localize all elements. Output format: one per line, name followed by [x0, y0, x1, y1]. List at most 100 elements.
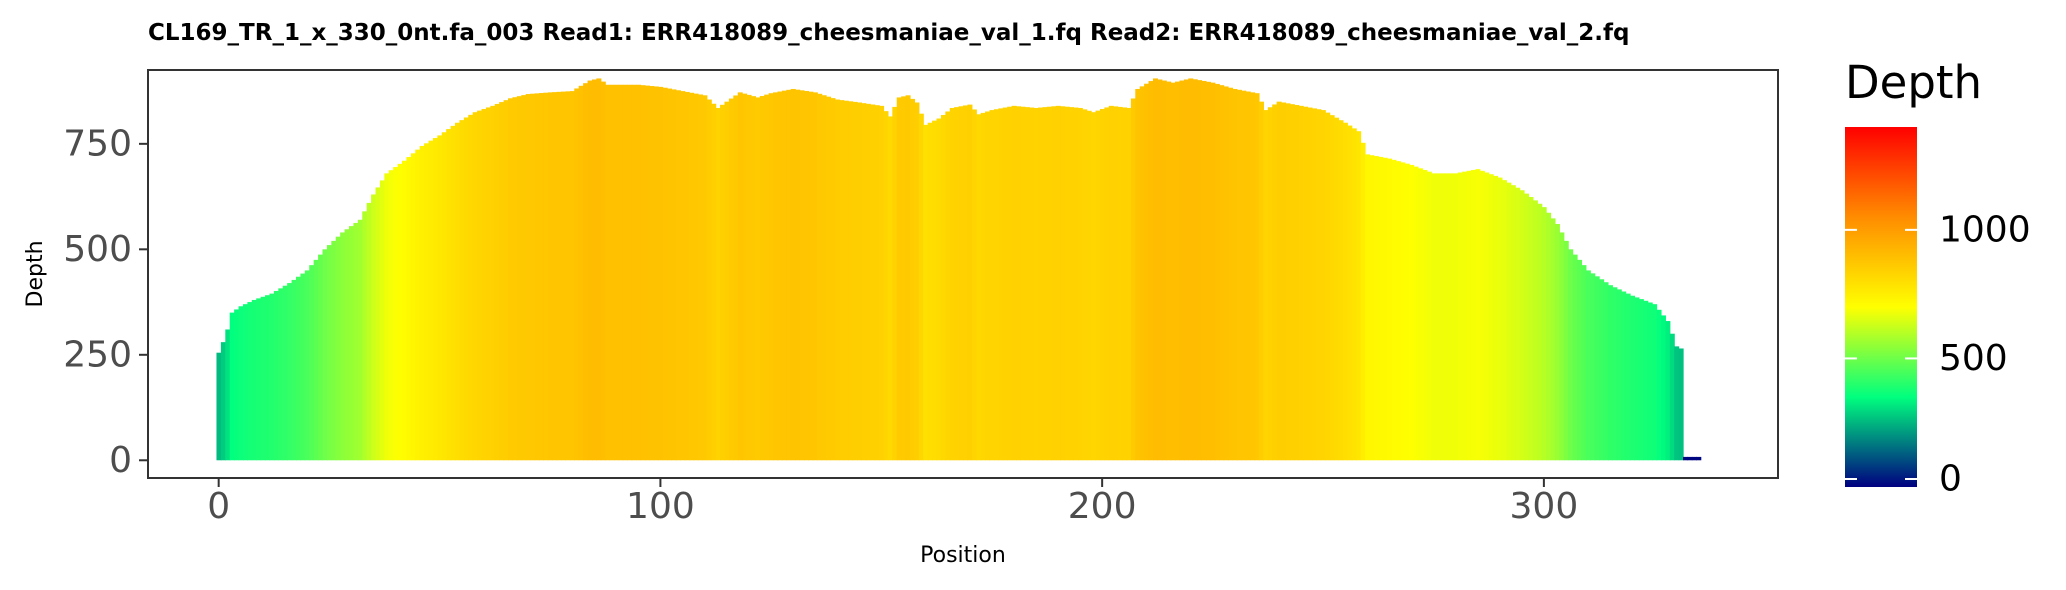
- depth-bar: [1104, 107, 1110, 461]
- depth-bar: [282, 285, 288, 461]
- depth-bar: [1466, 170, 1472, 461]
- depth-bar: [706, 99, 712, 461]
- depth-bar: [1501, 180, 1507, 461]
- depth-bar: [1497, 177, 1503, 461]
- depth-bar: [1170, 82, 1176, 461]
- depth-bar: [371, 194, 377, 461]
- depth-bar: [384, 173, 390, 461]
- depth-bar: [326, 245, 332, 461]
- depth-bar: [1391, 159, 1397, 461]
- depth-bar: [242, 304, 248, 461]
- depth-bar: [1069, 107, 1075, 461]
- depth-bars: [216, 78, 1702, 461]
- plot-frame: [147, 69, 1779, 479]
- depth-bar: [1457, 172, 1463, 461]
- depth-bar: [644, 85, 650, 461]
- depth-bar: [1241, 90, 1247, 461]
- depth-bar: [1470, 169, 1477, 461]
- depth-bar: [543, 92, 549, 461]
- depth-bar: [291, 279, 297, 461]
- depth-bar: [1029, 107, 1035, 461]
- depth-bar: [530, 93, 536, 461]
- depth-bar: [304, 270, 310, 461]
- depth-bar: [216, 352, 222, 461]
- depth-bar: [1219, 85, 1225, 461]
- depth-bar: [702, 95, 708, 461]
- depth-bar: [1577, 259, 1583, 461]
- depth-bar: [1400, 162, 1406, 461]
- depth-bar: [1546, 212, 1552, 461]
- depth-bar: [1625, 293, 1631, 461]
- depth-bar: [318, 254, 324, 461]
- depth-legend: Depth 0 500 1000: [1845, 56, 2031, 500]
- depth-bar: [874, 105, 880, 461]
- depth-bar: [684, 91, 690, 461]
- depth-bar: [278, 288, 284, 461]
- depth-bar: [1254, 93, 1260, 461]
- depth-bar: [340, 232, 346, 461]
- depth-bar: [936, 118, 942, 461]
- depth-bar: [1183, 79, 1189, 461]
- depth-bar: [728, 98, 734, 461]
- depth-bar: [1272, 104, 1278, 461]
- depth-bar: [715, 107, 721, 461]
- y-tick-label: 250: [63, 334, 132, 375]
- depth-bar: [927, 122, 933, 461]
- depth-bar: [1135, 88, 1141, 461]
- depth-bar: [1519, 190, 1525, 461]
- depth-bar: [1387, 158, 1393, 461]
- depth-bar: [821, 95, 827, 461]
- depth-bar: [764, 94, 770, 461]
- depth-bar: [790, 88, 796, 461]
- depth-bar: [1024, 107, 1030, 461]
- depth-bar: [649, 86, 655, 461]
- depth-bar: [1095, 110, 1101, 461]
- depth-bar: [1510, 185, 1516, 461]
- depth-bar: [1612, 287, 1618, 461]
- chart-title: CL169_TR_1_x_330_0nt.fa_003 Read1: ERR41…: [148, 20, 1630, 46]
- depth-bar: [1258, 101, 1264, 461]
- depth-bar: [1055, 105, 1061, 461]
- depth-bar: [1369, 155, 1375, 461]
- depth-bar: [1175, 81, 1181, 461]
- depth-bar: [667, 88, 673, 461]
- depth-bar: [1038, 107, 1044, 461]
- depth-bar: [1276, 101, 1282, 461]
- depth-bar: [1559, 232, 1565, 461]
- depth-bar: [512, 97, 518, 461]
- depth-bar: [1232, 88, 1238, 461]
- depth-bar: [905, 95, 911, 461]
- depth-bar: [587, 80, 593, 461]
- depth-bar: [887, 116, 893, 461]
- depth-bar: [265, 295, 271, 461]
- depth-bar: [335, 236, 341, 461]
- x-tick-label: 300: [1510, 486, 1579, 527]
- depth-bar: [1422, 169, 1428, 461]
- depth-bar: [852, 101, 858, 461]
- depth-bar: [1267, 107, 1273, 461]
- depth-bar: [516, 96, 522, 461]
- depth-bar: [503, 100, 509, 461]
- depth-bar: [1440, 173, 1446, 461]
- depth-bar: [1316, 109, 1322, 461]
- depth-bar: [251, 299, 257, 461]
- depth-bar: [1263, 110, 1269, 461]
- depth-bar: [578, 85, 584, 461]
- depth-bar: [1413, 166, 1419, 461]
- depth-bar: [313, 259, 319, 461]
- depth-bar: [450, 125, 456, 461]
- depth-bar: [834, 99, 840, 461]
- depth-bar: [393, 167, 399, 461]
- depth-bar: [225, 329, 231, 461]
- depth-bar: [441, 132, 447, 461]
- depth-bar: [1669, 333, 1675, 461]
- depth-bar: [993, 109, 999, 461]
- depth-bar: [1289, 104, 1295, 461]
- depth-bar: [795, 89, 801, 461]
- depth-bar: [879, 105, 885, 461]
- y-tick-label: 500: [63, 229, 132, 270]
- depth-bar: [1524, 193, 1530, 461]
- depth-bar: [388, 170, 394, 461]
- depth-bar: [1192, 79, 1198, 461]
- depth-bar: [300, 273, 306, 461]
